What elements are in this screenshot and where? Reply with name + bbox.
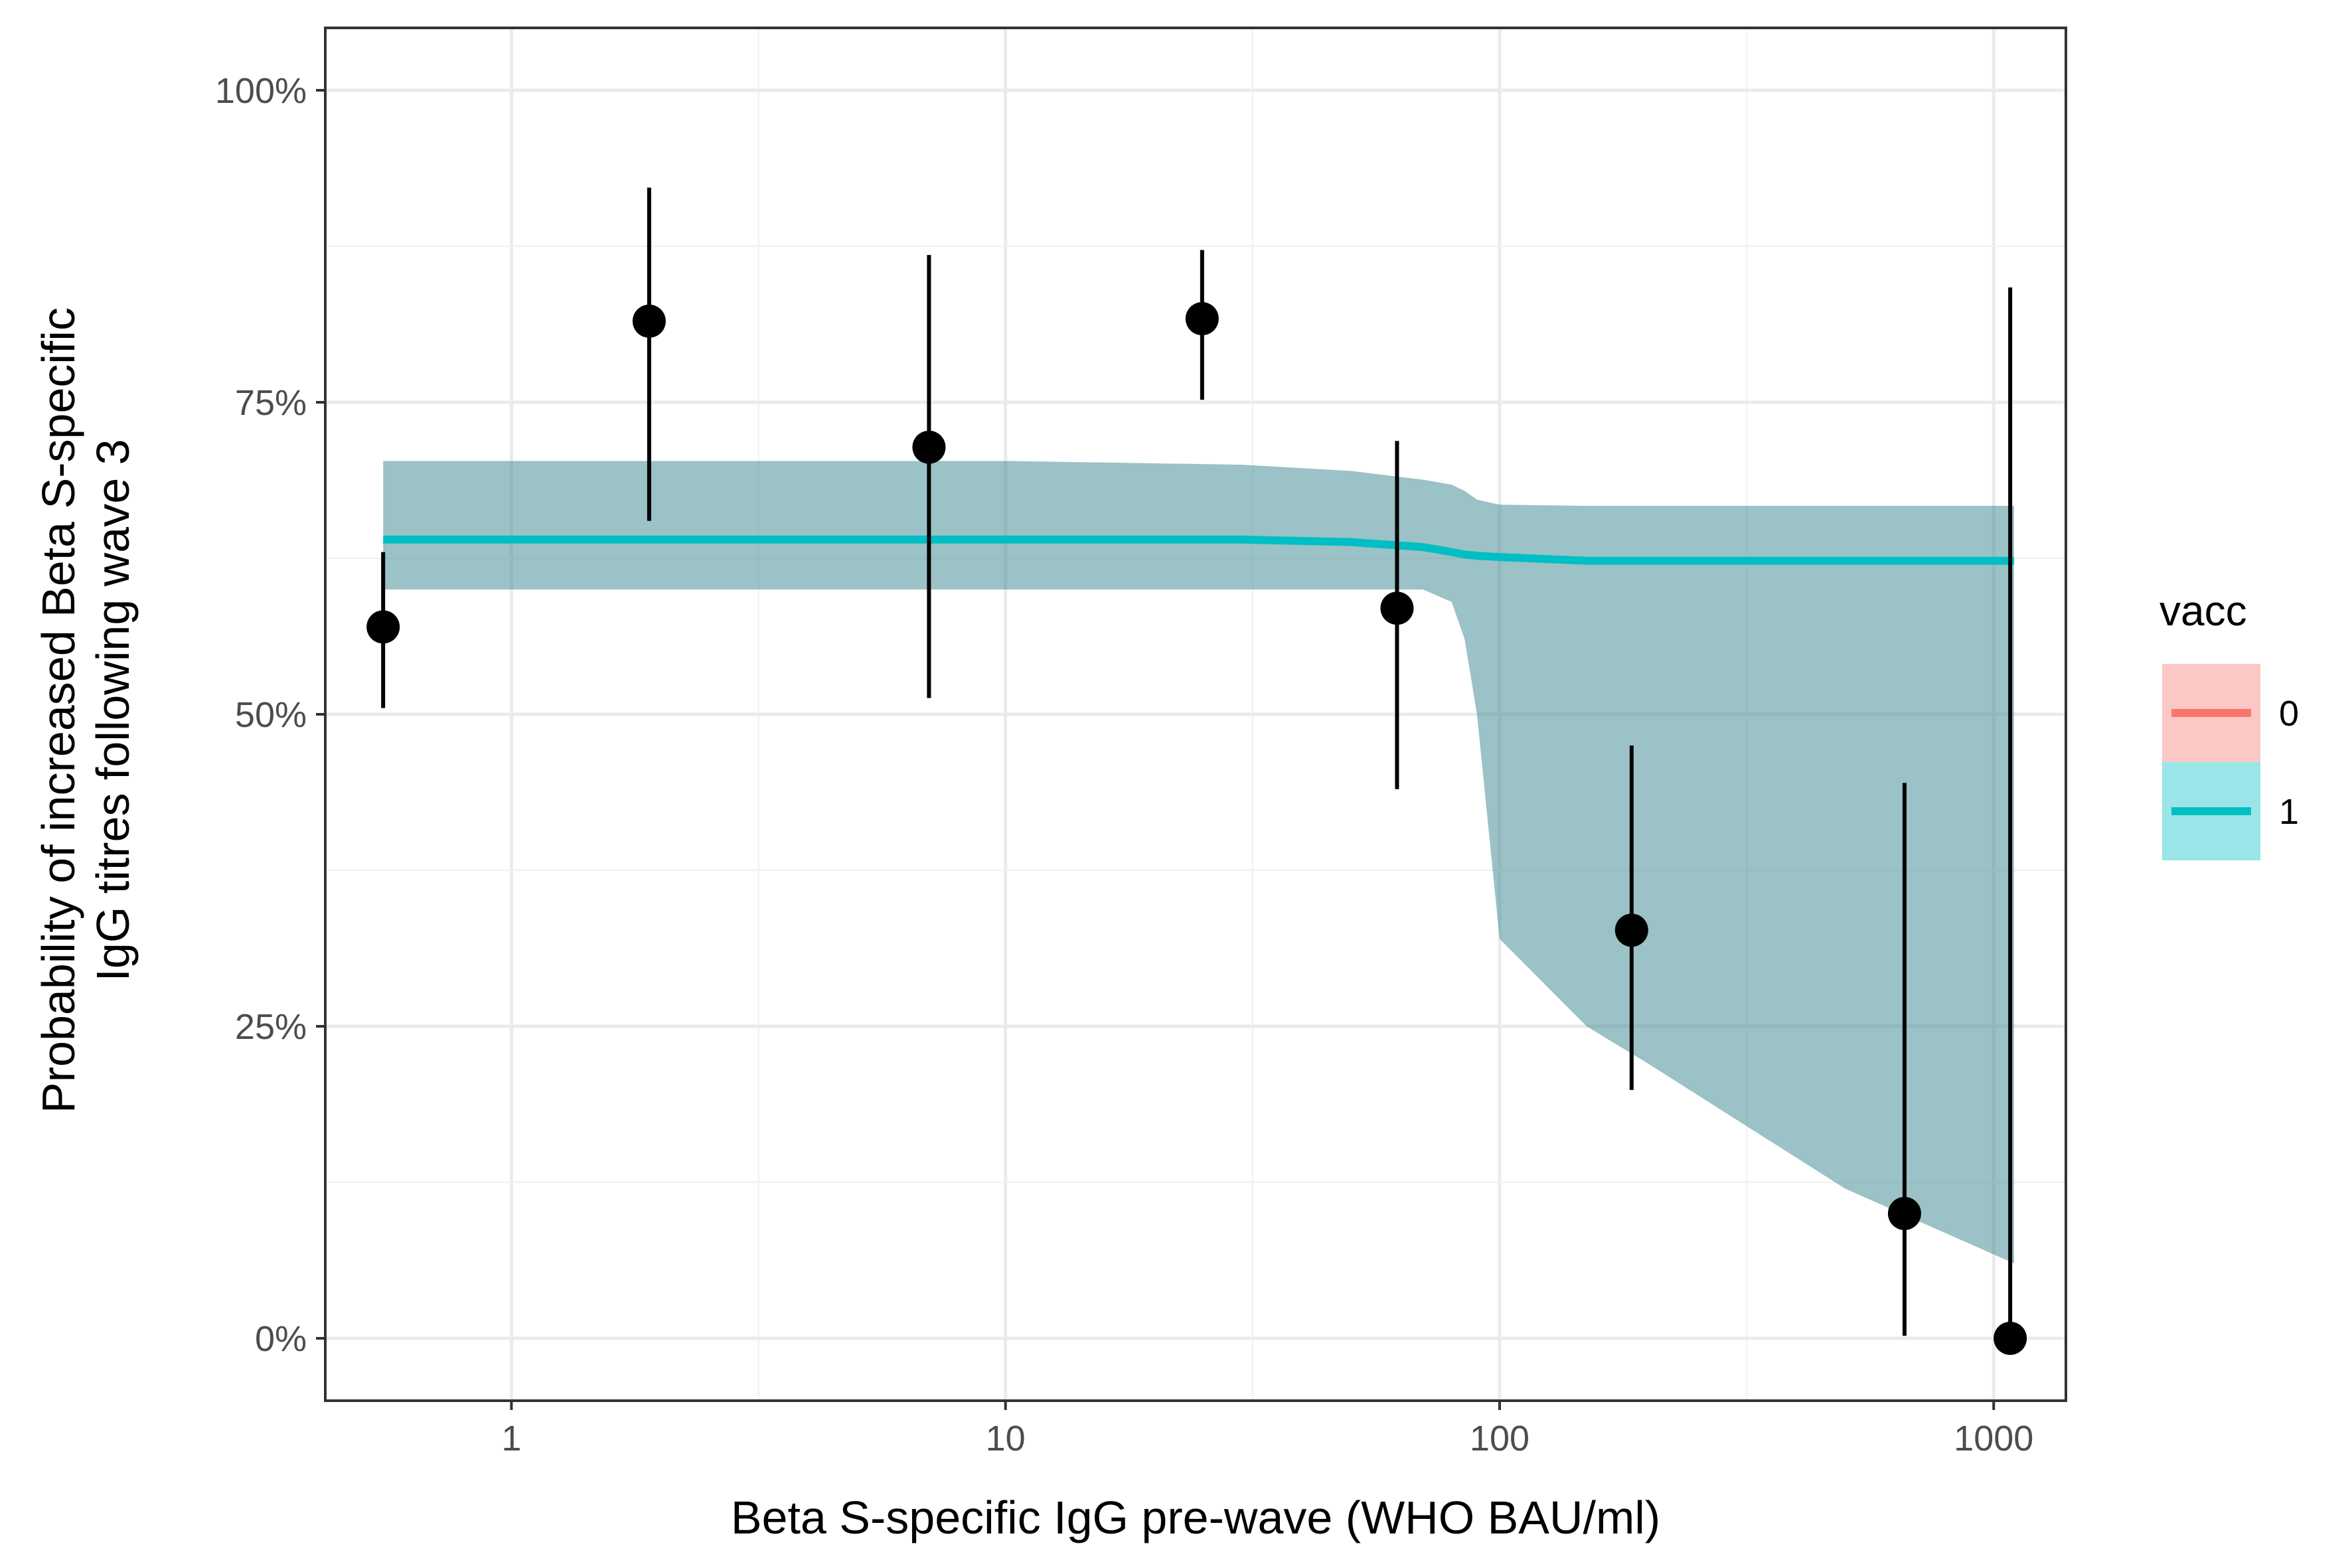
confidence-band-series-1 [383, 461, 2015, 1264]
y-axis-ticks: 0% 25% 50% 75% 100% [215, 71, 325, 1359]
confidence-band [383, 461, 2015, 1264]
y-axis-title-line-2: IgG titres following wave 3 [87, 439, 139, 981]
x-tick-label: 1 [501, 1419, 521, 1458]
y-tick-label: 25% [235, 1007, 307, 1047]
legend: vacc 0 1 [2159, 587, 2299, 860]
legend-key-0: 0 [2162, 664, 2299, 762]
fitted-line [383, 535, 2014, 565]
legend-key-1: 1 [2162, 762, 2299, 860]
data-point [1887, 1197, 1921, 1230]
data-points [366, 302, 2027, 1355]
data-point [632, 304, 666, 338]
y-tick-label: 100% [215, 71, 307, 111]
y-tick-label: 0% [255, 1319, 307, 1359]
data-point [1994, 1322, 2027, 1355]
x-tick-label: 100 [1470, 1419, 1529, 1458]
y-axis-title: Probability of increased Beta S-specific… [33, 307, 139, 1113]
error-bars [381, 187, 2013, 1338]
fitted-line-series-1 [383, 535, 2014, 565]
data-point [366, 610, 400, 644]
data-point [912, 430, 946, 464]
legend-label: 0 [2279, 694, 2299, 734]
legend-title: vacc [2159, 587, 2247, 635]
x-tick-label: 10 [986, 1419, 1026, 1458]
data-point [1614, 913, 1648, 947]
data-point [1185, 302, 1219, 336]
data-point [1380, 591, 1414, 625]
legend-label: 1 [2279, 792, 2299, 832]
y-axis-title-line-1: Probability of increased Beta S-specific [33, 307, 84, 1113]
x-tick-label: 1000 [1954, 1419, 2033, 1458]
y-tick-label: 75% [235, 383, 307, 423]
x-axis-ticks: 1 10 100 1000 [501, 1401, 2033, 1458]
y-tick-label: 50% [235, 695, 307, 735]
x-axis-title: Beta S-specific IgG pre-wave (WHO BAU/ml… [731, 1492, 1660, 1543]
